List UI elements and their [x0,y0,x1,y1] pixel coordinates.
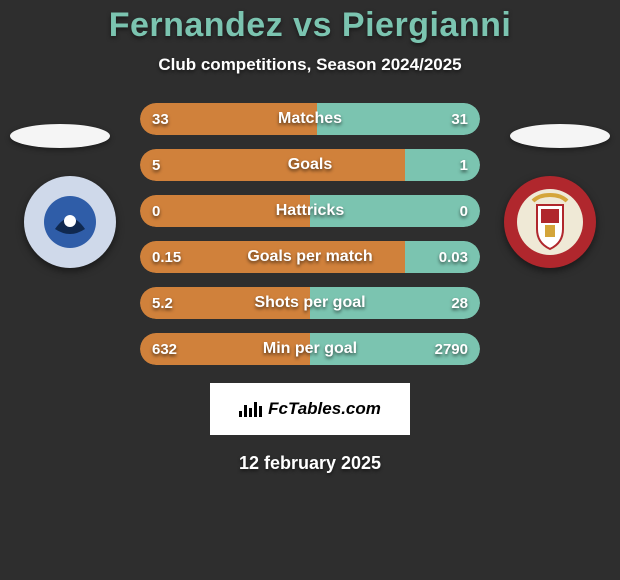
left-club-crest [24,176,116,268]
stat-value-right: 28 [451,287,468,319]
stat-value-left: 0.15 [152,241,181,273]
stat-value-right: 0.03 [439,241,468,273]
page-title: Fernandez vs Piergianni [109,6,512,45]
left-flag-placeholder [10,124,110,148]
bars-icon [239,402,262,417]
stat-row-goals-per-match: 0.15 Goals per match 0.03 [140,241,480,273]
stat-rows: 33 Matches 31 5 Goals 1 0 Hattricks 0 0.… [140,103,480,365]
stat-bar-left [140,195,310,227]
stat-value-left: 0 [152,195,160,227]
stat-row-goals: 5 Goals 1 [140,149,480,181]
stat-value-left: 5 [152,149,160,181]
stat-value-right: 1 [460,149,468,181]
stat-bar-right [310,195,480,227]
stat-value-left: 33 [152,103,169,135]
right-flag-placeholder [510,124,610,148]
crest-right-icon [515,187,585,257]
stat-bar-left [140,149,405,181]
stat-value-right: 0 [460,195,468,227]
stat-row-hattricks: 0 Hattricks 0 [140,195,480,227]
attribution-text: FcTables.com [268,399,381,419]
right-club-crest [504,176,596,268]
stat-bar-right [405,149,480,181]
stat-row-min-per-goal: 632 Min per goal 2790 [140,333,480,365]
stat-row-shots-per-goal: 5.2 Shots per goal 28 [140,287,480,319]
stat-value-left: 632 [152,333,177,365]
attribution-badge: FcTables.com [210,383,410,435]
subtitle: Club competitions, Season 2024/2025 [158,55,461,75]
crest-left-icon [35,187,105,257]
stat-row-matches: 33 Matches 31 [140,103,480,135]
stat-value-left: 5.2 [152,287,173,319]
comparison-infographic: Fernandez vs Piergianni Club competition… [0,0,620,580]
infographic-date: 12 february 2025 [239,453,381,474]
stat-value-right: 31 [451,103,468,135]
stat-value-right: 2790 [435,333,468,365]
